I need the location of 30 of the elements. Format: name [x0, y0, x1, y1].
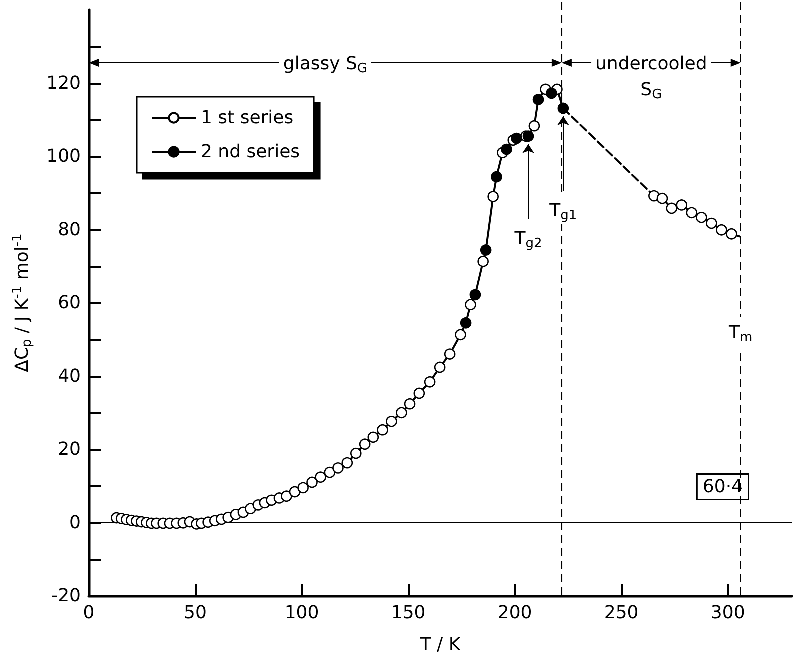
point — [511, 132, 522, 144]
y-tick-label: 0 — [70, 512, 81, 534]
x-tick-label: 100 — [284, 602, 320, 624]
y-tick-label: 20 — [58, 439, 81, 460]
y-tick-label: -20 — [52, 586, 81, 606]
point — [558, 102, 570, 114]
x-tick-label: 0 — [83, 602, 95, 624]
point — [501, 144, 512, 156]
x-axis-title: T / K — [419, 634, 462, 656]
point — [470, 289, 482, 301]
y-axis-title: ΔCp / J K-1 mol-1 — [10, 234, 35, 372]
point — [491, 171, 502, 183]
point — [546, 88, 558, 100]
point — [532, 94, 544, 106]
x-tick-label: 300 — [710, 602, 746, 624]
y-tick-label: 40 — [58, 366, 81, 387]
annotation: 60·4 — [702, 476, 743, 498]
y-tick-label: 80 — [58, 219, 81, 240]
y-tick-label: 120 — [46, 72, 81, 94]
point — [460, 317, 472, 329]
x-tick-label: 250 — [604, 602, 639, 624]
legend-label: 2 nd series — [201, 142, 300, 162]
point — [522, 130, 534, 142]
point — [480, 244, 492, 256]
y-tick-label: 100 — [46, 146, 81, 167]
x-tick-label: 200 — [498, 602, 532, 624]
x-tick-label: 150 — [391, 602, 426, 624]
x-tick-label: 50 — [184, 602, 207, 624]
legend-label: 1 st series — [201, 108, 294, 128]
y-tick-label: 60 — [58, 292, 81, 314]
